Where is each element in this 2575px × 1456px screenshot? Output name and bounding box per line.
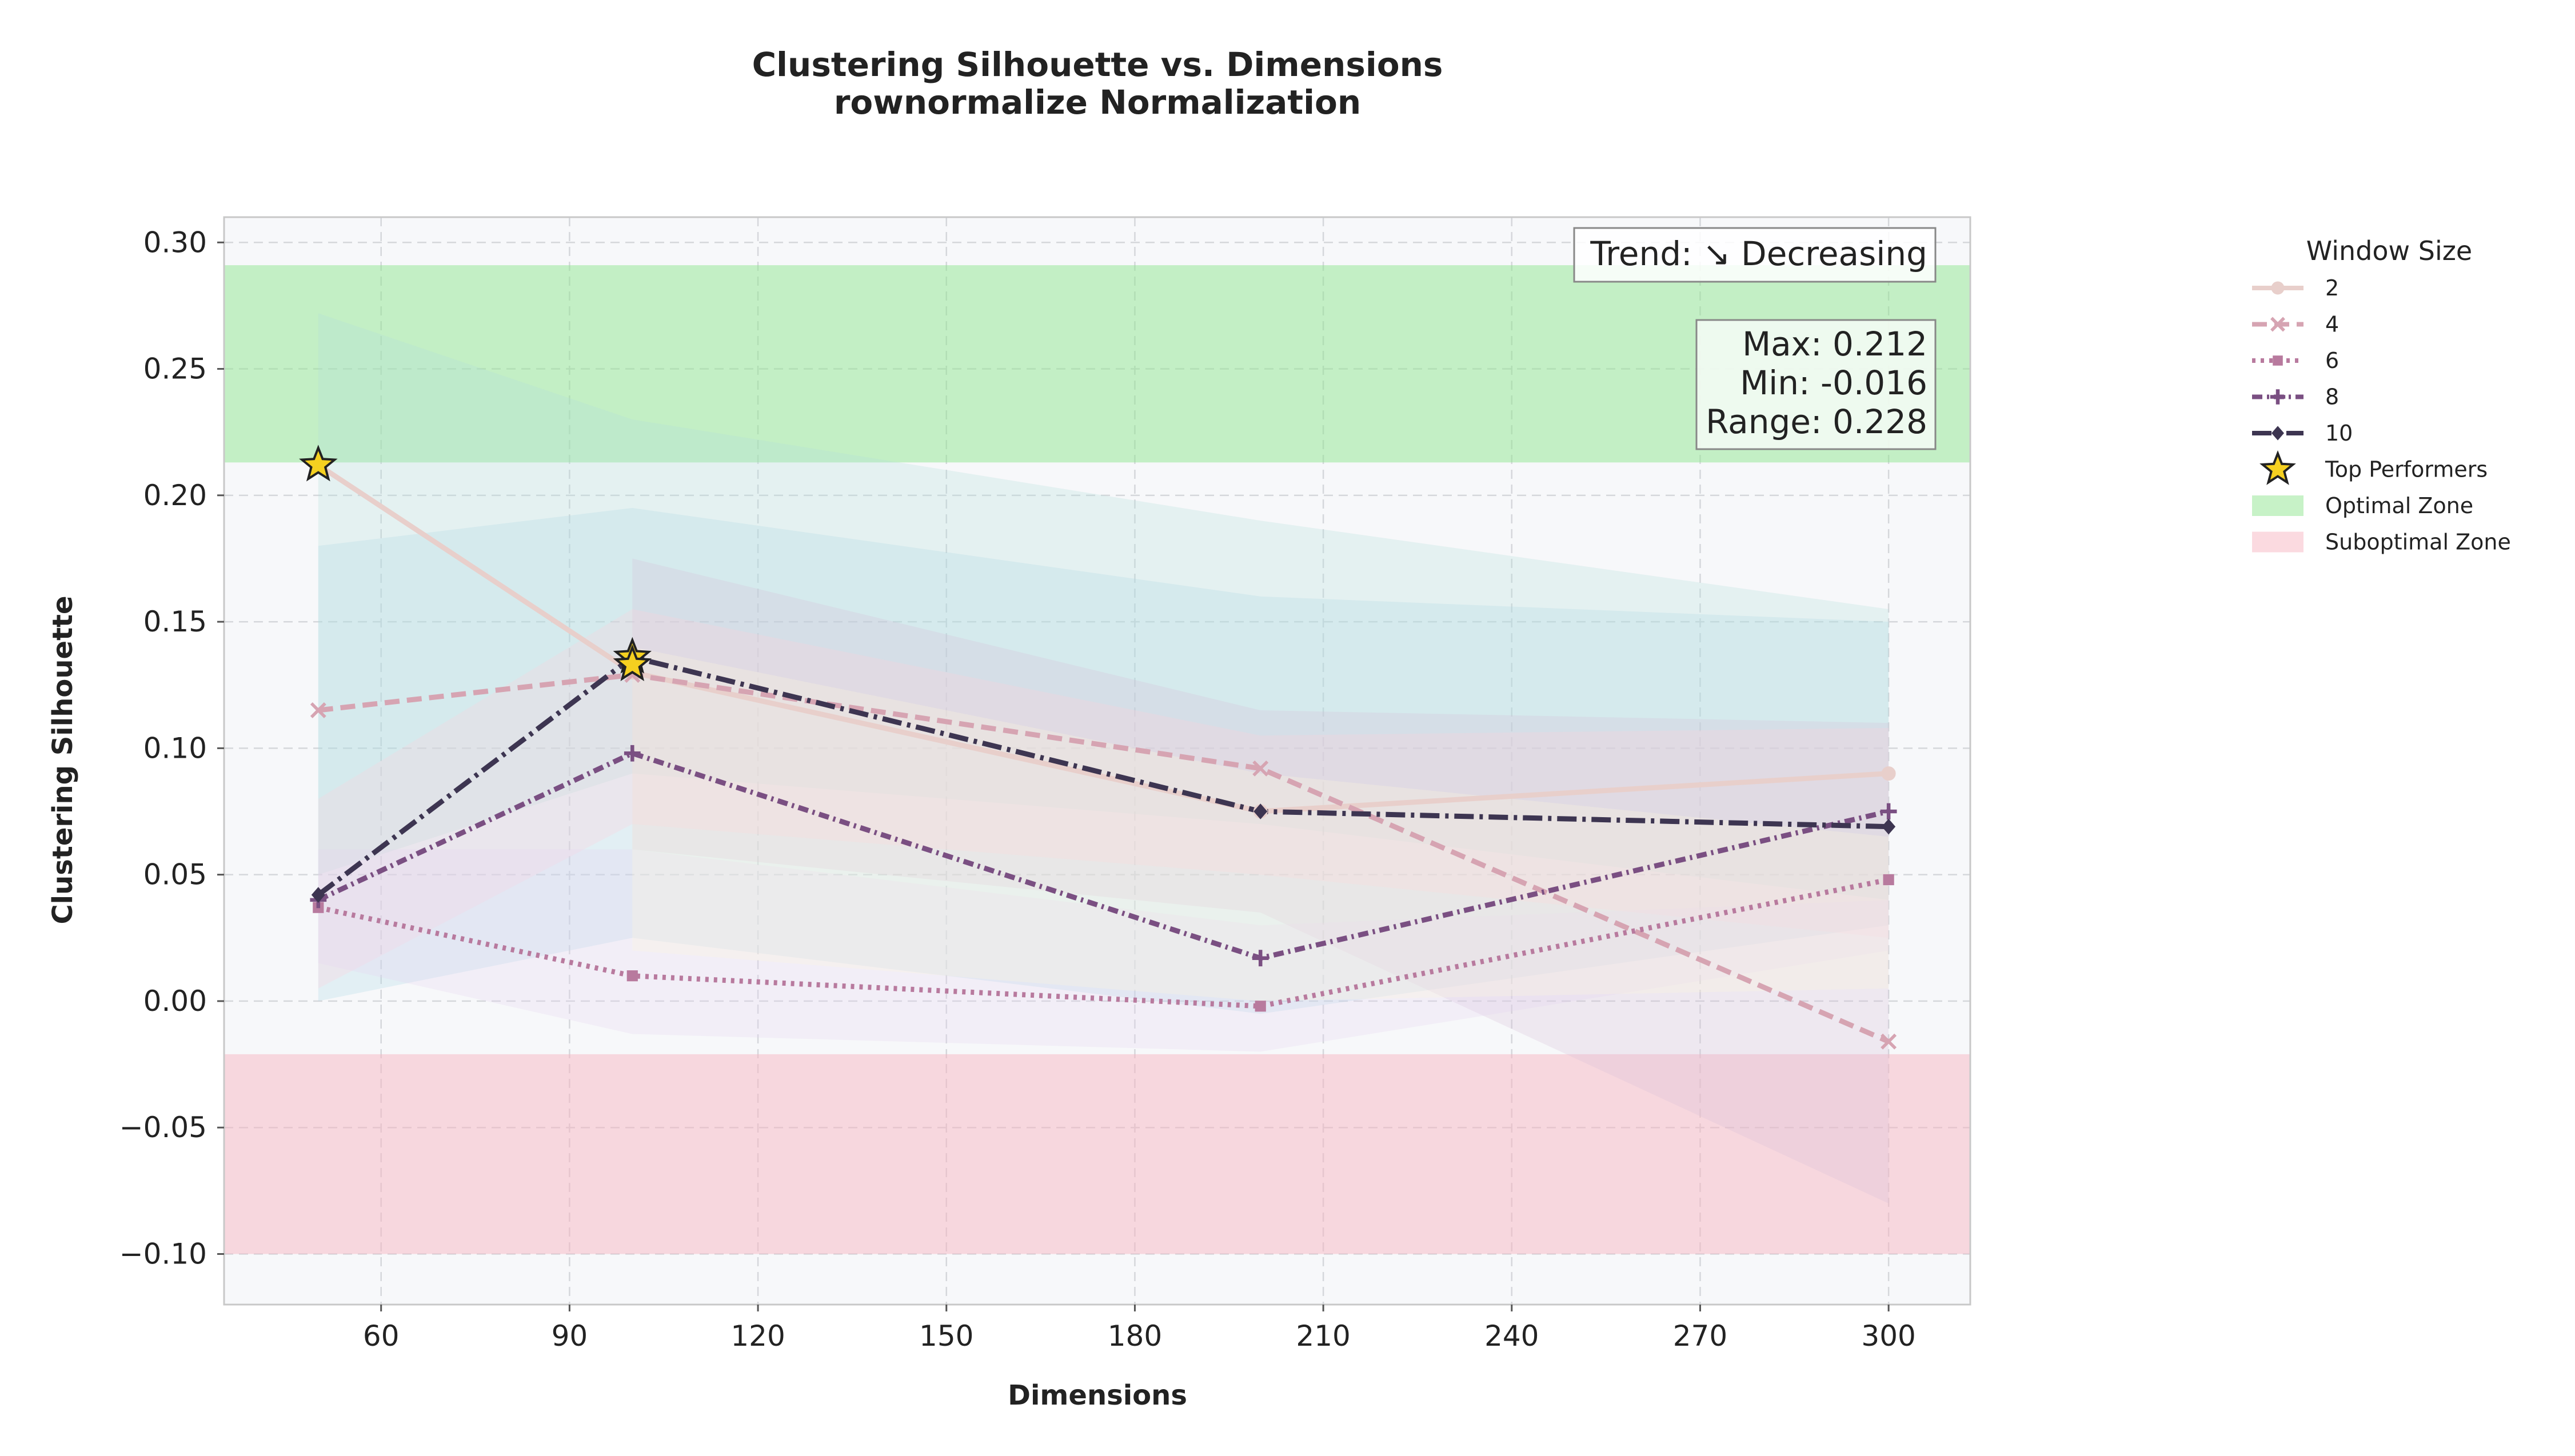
series-line-2	[317, 462, 1889, 814]
data-point-8	[624, 745, 641, 762]
data-point-6	[626, 970, 638, 982]
y-tick-label: 0.10	[143, 731, 207, 765]
y-tick-label: 0.20	[143, 479, 207, 512]
legend-marker-10	[2271, 426, 2284, 441]
x-tick-label: 270	[1673, 1319, 1727, 1353]
y-tick-label: 0.30	[143, 226, 207, 259]
top-performer-star	[613, 644, 652, 682]
series-line-4	[318, 672, 1890, 1044]
y-tick-label: 0.25	[143, 353, 207, 386]
data-point-4	[1252, 760, 1269, 777]
data-point-10	[311, 887, 325, 903]
data-point-6	[1255, 1001, 1266, 1012]
y-axis-label: Clustering Silhouette	[47, 595, 79, 924]
confidence-band	[632, 647, 1889, 1001]
y-tick-label: 0.15	[143, 605, 207, 638]
data-point-8	[1880, 803, 1897, 820]
trend-text: Trend: ↘ Decreasing	[1590, 234, 1927, 273]
legend: Window Size 2 4 6 8 10 Top Performers Optimal …	[2252, 235, 2511, 555]
x-axis-label: Dimensions	[1008, 1379, 1187, 1411]
x-tick-label: 180	[1108, 1319, 1162, 1353]
axis-ticks: 60 90 120 150 180 210 240 270 300 0.30 0.25 0.20 0.1…	[119, 226, 1916, 1353]
x-tick-label: 210	[1296, 1319, 1350, 1353]
data-point-4	[1881, 1033, 1897, 1050]
suboptimal-zone	[224, 1054, 1970, 1254]
series-line-6	[317, 877, 1889, 1009]
x-tick-label: 300	[1861, 1319, 1915, 1353]
series-lines	[317, 462, 1890, 1044]
chart-subtitle: rownormalize Normalization	[834, 83, 1361, 122]
legend-marker-2	[2271, 281, 2285, 295]
zones	[224, 265, 1970, 1254]
data-point-6	[1883, 874, 1894, 886]
legend-label-suboptimal-zone: Suboptimal Zone	[2325, 530, 2511, 555]
legend-swatch-suboptimal-zone	[2252, 531, 2303, 553]
legend-star-icon	[2259, 450, 2296, 485]
top-performer-markers	[299, 445, 652, 682]
data-point-4	[310, 702, 326, 718]
legend-marker-4	[2270, 317, 2285, 332]
data-point-10	[1253, 803, 1268, 819]
plot-frame	[223, 216, 1971, 1306]
legend-marker-6	[2273, 355, 2283, 366]
legend-label-top-performers: Top Performers	[2325, 457, 2488, 482]
x-tick-label: 150	[919, 1319, 973, 1353]
x-tick-label: 90	[552, 1319, 588, 1353]
legend-label-6: 6	[2325, 348, 2339, 373]
series-line-8	[317, 750, 1890, 961]
y-tick-label: −0.05	[119, 1111, 207, 1144]
stats-min: Min: -0.016	[1740, 363, 1927, 402]
data-point-2	[1881, 766, 1896, 781]
legend-swatch-optimal-zone	[2252, 495, 2303, 516]
top-performer-star	[299, 445, 338, 482]
series-line-10	[317, 654, 1889, 897]
confidence-band	[318, 849, 1889, 1052]
y-tick-label: 0.00	[143, 985, 207, 1018]
stats-range: Range: 0.228	[1706, 402, 1927, 441]
legend-marker-8	[2270, 389, 2286, 405]
legend-label-4: 4	[2325, 312, 2339, 337]
y-tick-label: 0.05	[143, 858, 207, 891]
y-tick-label: −0.10	[119, 1237, 207, 1270]
stats-box: Max: 0.212 Min: -0.016 Range: 0.228	[1695, 319, 1937, 450]
legend-label-8: 8	[2325, 385, 2339, 410]
optimal-zone	[224, 265, 1970, 463]
legend-label-2: 2	[2325, 275, 2339, 301]
data-point-8	[1252, 950, 1269, 967]
trend-box: Trend: ↘ Decreasing	[1573, 227, 1937, 283]
confidence-band	[318, 507, 1889, 1014]
legend-title: Window Size	[2306, 235, 2472, 266]
x-tick-label: 60	[363, 1319, 400, 1353]
confidence-band	[318, 313, 1889, 900]
x-tick-label: 240	[1484, 1319, 1539, 1353]
x-tick-label: 120	[730, 1319, 785, 1353]
data-point-10	[1882, 818, 1896, 835]
legend-label-optimal-zone: Optimal Zone	[2325, 493, 2473, 518]
legend-label-10: 10	[2325, 421, 2353, 446]
chart-title: Clustering Silhouette vs. Dimensions	[752, 45, 1443, 84]
stats-max: Max: 0.212	[1742, 325, 1927, 363]
confidence-band	[318, 609, 1889, 989]
